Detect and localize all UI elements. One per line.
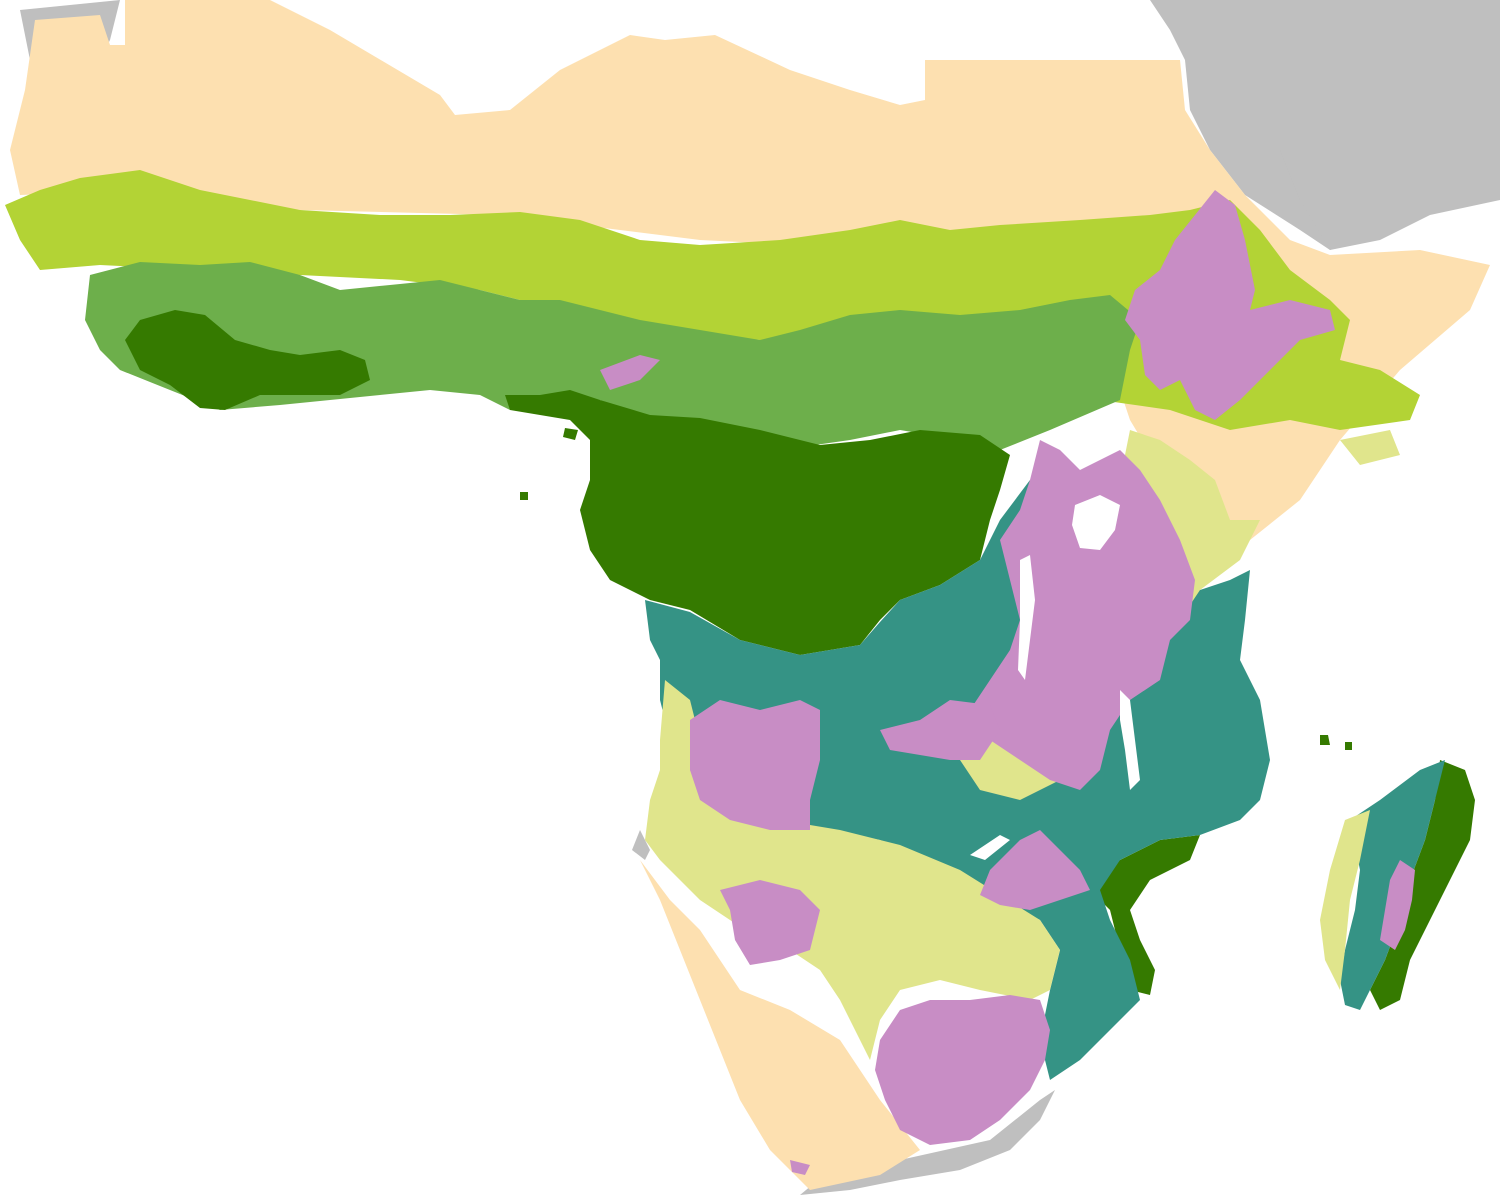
highland-nigeria bbox=[600, 355, 660, 390]
zone-semi-arid-south bbox=[645, 430, 1400, 1110]
lake-tanganyika bbox=[1018, 555, 1035, 680]
highland-cape bbox=[790, 1160, 810, 1175]
climate-zones bbox=[5, 0, 1490, 1190]
lake-kariba bbox=[970, 835, 1010, 860]
highland-south-africa bbox=[875, 995, 1050, 1145]
highland-zambia bbox=[880, 700, 1000, 760]
zone-highland bbox=[600, 190, 1415, 1175]
highland-angola bbox=[690, 700, 820, 830]
arabia-region bbox=[1160, 0, 1500, 250]
highland-mozambique-w bbox=[980, 830, 1090, 910]
highland-madagascar bbox=[1380, 860, 1415, 950]
islands bbox=[520, 428, 1352, 750]
lakes bbox=[970, 495, 1140, 860]
highland-ethiopia bbox=[1125, 190, 1335, 420]
zone-sub-humid-north bbox=[85, 262, 1140, 450]
highland-namibia bbox=[720, 880, 820, 965]
island-comoros bbox=[1320, 735, 1352, 750]
lake-victoria bbox=[1072, 495, 1120, 550]
outside-region bbox=[20, 0, 1500, 1195]
lake-malawi bbox=[1120, 690, 1140, 790]
zone-humid-tropical bbox=[125, 310, 1475, 1010]
island-bioko bbox=[563, 428, 578, 440]
island-sao-tome bbox=[520, 492, 528, 500]
highland-east-africa bbox=[970, 440, 1195, 790]
